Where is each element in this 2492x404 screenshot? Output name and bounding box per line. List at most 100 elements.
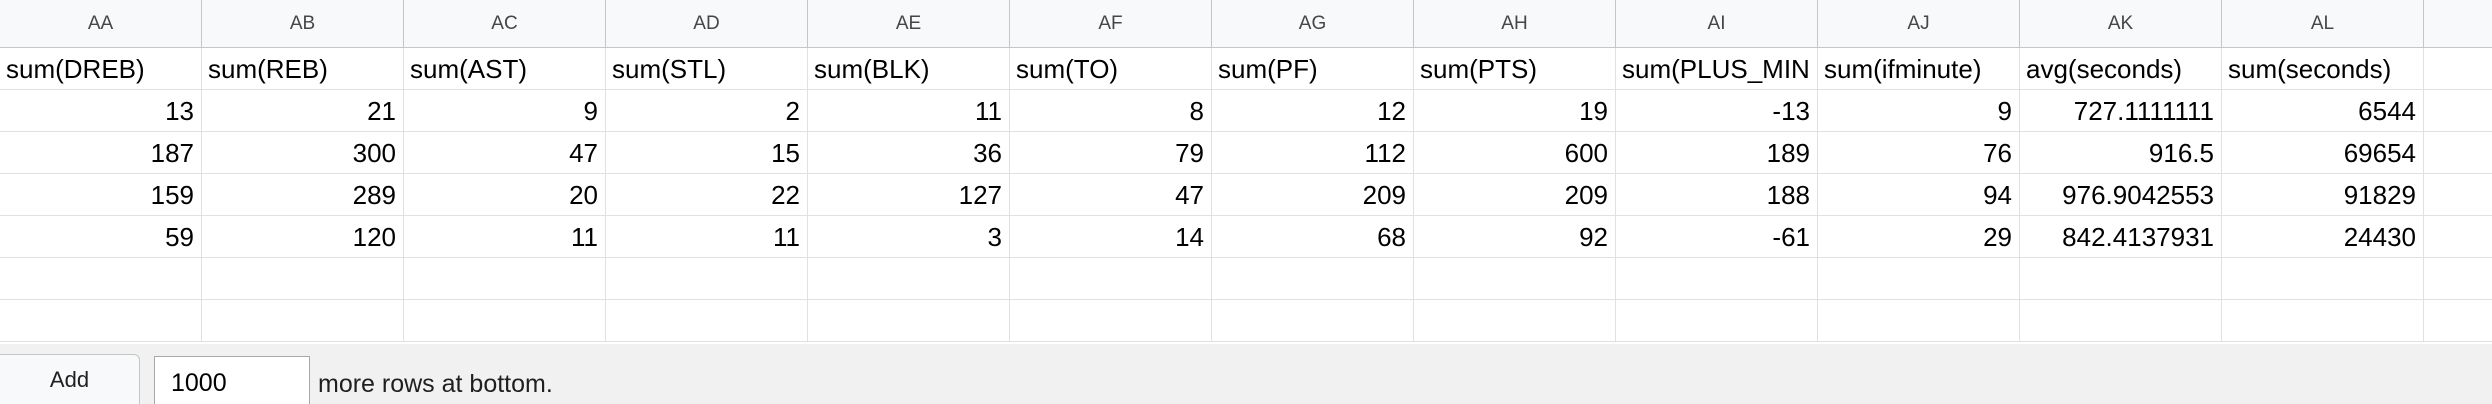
cell[interactable]: 127 <box>808 174 1010 216</box>
cell[interactable] <box>1414 258 1616 300</box>
add-rows-button[interactable]: Add <box>0 354 140 404</box>
cell[interactable]: 9 <box>1818 90 2020 132</box>
column-header-aj[interactable]: AJ <box>1818 0 2020 47</box>
cell[interactable]: sum(PTS) <box>1414 48 1616 90</box>
cell[interactable]: 92 <box>1414 216 1616 258</box>
cell[interactable] <box>2424 132 2492 174</box>
cell[interactable]: 15 <box>606 132 808 174</box>
cell[interactable] <box>808 300 1010 342</box>
cell[interactable]: 600 <box>1414 132 1616 174</box>
column-header-al[interactable]: AL <box>2222 0 2424 47</box>
column-header-aa[interactable]: AA <box>0 0 202 47</box>
cell[interactable]: 842.4137931 <box>2020 216 2222 258</box>
cell[interactable] <box>404 258 606 300</box>
cell[interactable]: 24430 <box>2222 216 2424 258</box>
cell[interactable]: 59 <box>0 216 202 258</box>
cell[interactable]: 187 <box>0 132 202 174</box>
cell[interactable]: sum(STL) <box>606 48 808 90</box>
rows-count-input[interactable] <box>154 356 310 404</box>
column-header-ah[interactable]: AH <box>1414 0 1616 47</box>
cell[interactable]: sum(REB) <box>202 48 404 90</box>
cell[interactable]: sum(PLUS_MIN <box>1616 48 1818 90</box>
cell[interactable]: 916.5 <box>2020 132 2222 174</box>
cell[interactable] <box>1212 258 1414 300</box>
cell[interactable]: sum(AST) <box>404 48 606 90</box>
cell[interactable]: -13 <box>1616 90 1818 132</box>
cell[interactable] <box>1414 300 1616 342</box>
cell[interactable]: sum(DREB) <box>0 48 202 90</box>
cell[interactable] <box>606 300 808 342</box>
cell[interactable]: 289 <box>202 174 404 216</box>
cell[interactable]: 69654 <box>2222 132 2424 174</box>
cell[interactable]: 189 <box>1616 132 1818 174</box>
cell[interactable] <box>808 258 1010 300</box>
cell[interactable]: 6544 <box>2222 90 2424 132</box>
cell[interactable]: sum(ifminute) <box>1818 48 2020 90</box>
cell[interactable] <box>2424 48 2492 90</box>
cell[interactable] <box>2424 300 2492 342</box>
column-header-ac[interactable]: AC <box>404 0 606 47</box>
cell[interactable]: 68 <box>1212 216 1414 258</box>
cell[interactable] <box>1616 300 1818 342</box>
cell[interactable]: 159 <box>0 174 202 216</box>
column-header-blank[interactable] <box>2424 0 2492 47</box>
column-header-ag[interactable]: AG <box>1212 0 1414 47</box>
cell[interactable] <box>2020 258 2222 300</box>
cell[interactable] <box>202 258 404 300</box>
cell[interactable] <box>1010 258 1212 300</box>
cell[interactable]: 14 <box>1010 216 1212 258</box>
column-header-ae[interactable]: AE <box>808 0 1010 47</box>
cell[interactable]: 47 <box>1010 174 1212 216</box>
cell[interactable] <box>0 300 202 342</box>
cell[interactable]: 3 <box>808 216 1010 258</box>
cell[interactable]: 188 <box>1616 174 1818 216</box>
cell[interactable] <box>1212 300 1414 342</box>
cell[interactable]: 21 <box>202 90 404 132</box>
cell[interactable] <box>1010 300 1212 342</box>
cell[interactable]: 76 <box>1818 132 2020 174</box>
column-header-ai[interactable]: AI <box>1616 0 1818 47</box>
cell[interactable] <box>404 300 606 342</box>
cell[interactable]: sum(PF) <box>1212 48 1414 90</box>
cell[interactable]: avg(seconds) <box>2020 48 2222 90</box>
cell[interactable]: 300 <box>202 132 404 174</box>
cell[interactable] <box>2222 300 2424 342</box>
cell[interactable]: 13 <box>0 90 202 132</box>
cell[interactable]: 2 <box>606 90 808 132</box>
column-header-ak[interactable]: AK <box>2020 0 2222 47</box>
cell[interactable]: 11 <box>404 216 606 258</box>
cell[interactable]: 209 <box>1414 174 1616 216</box>
cell[interactable]: 727.1111111 <box>2020 90 2222 132</box>
cell[interactable] <box>2424 258 2492 300</box>
cell[interactable]: 120 <box>202 216 404 258</box>
cell[interactable] <box>2020 300 2222 342</box>
cell[interactable] <box>0 258 202 300</box>
cell[interactable]: sum(BLK) <box>808 48 1010 90</box>
cell[interactable]: 8 <box>1010 90 1212 132</box>
cell[interactable]: 36 <box>808 132 1010 174</box>
cell[interactable]: 47 <box>404 132 606 174</box>
cell[interactable] <box>1818 258 2020 300</box>
cell[interactable]: 9 <box>404 90 606 132</box>
cell[interactable]: 22 <box>606 174 808 216</box>
cell[interactable]: 29 <box>1818 216 2020 258</box>
cell[interactable]: 112 <box>1212 132 1414 174</box>
cell[interactable] <box>1616 258 1818 300</box>
cell[interactable]: -61 <box>1616 216 1818 258</box>
cell[interactable]: 11 <box>808 90 1010 132</box>
cell[interactable] <box>606 258 808 300</box>
cell[interactable]: sum(TO) <box>1010 48 1212 90</box>
column-header-af[interactable]: AF <box>1010 0 1212 47</box>
cell[interactable]: 11 <box>606 216 808 258</box>
cell[interactable] <box>2424 90 2492 132</box>
cell[interactable]: 209 <box>1212 174 1414 216</box>
cell[interactable]: 19 <box>1414 90 1616 132</box>
cell[interactable]: 79 <box>1010 132 1212 174</box>
column-header-ab[interactable]: AB <box>202 0 404 47</box>
cell[interactable] <box>2424 216 2492 258</box>
cell[interactable] <box>202 300 404 342</box>
cell[interactable]: 91829 <box>2222 174 2424 216</box>
cell[interactable] <box>1818 300 2020 342</box>
cell[interactable]: sum(seconds) <box>2222 48 2424 90</box>
column-header-ad[interactable]: AD <box>606 0 808 47</box>
